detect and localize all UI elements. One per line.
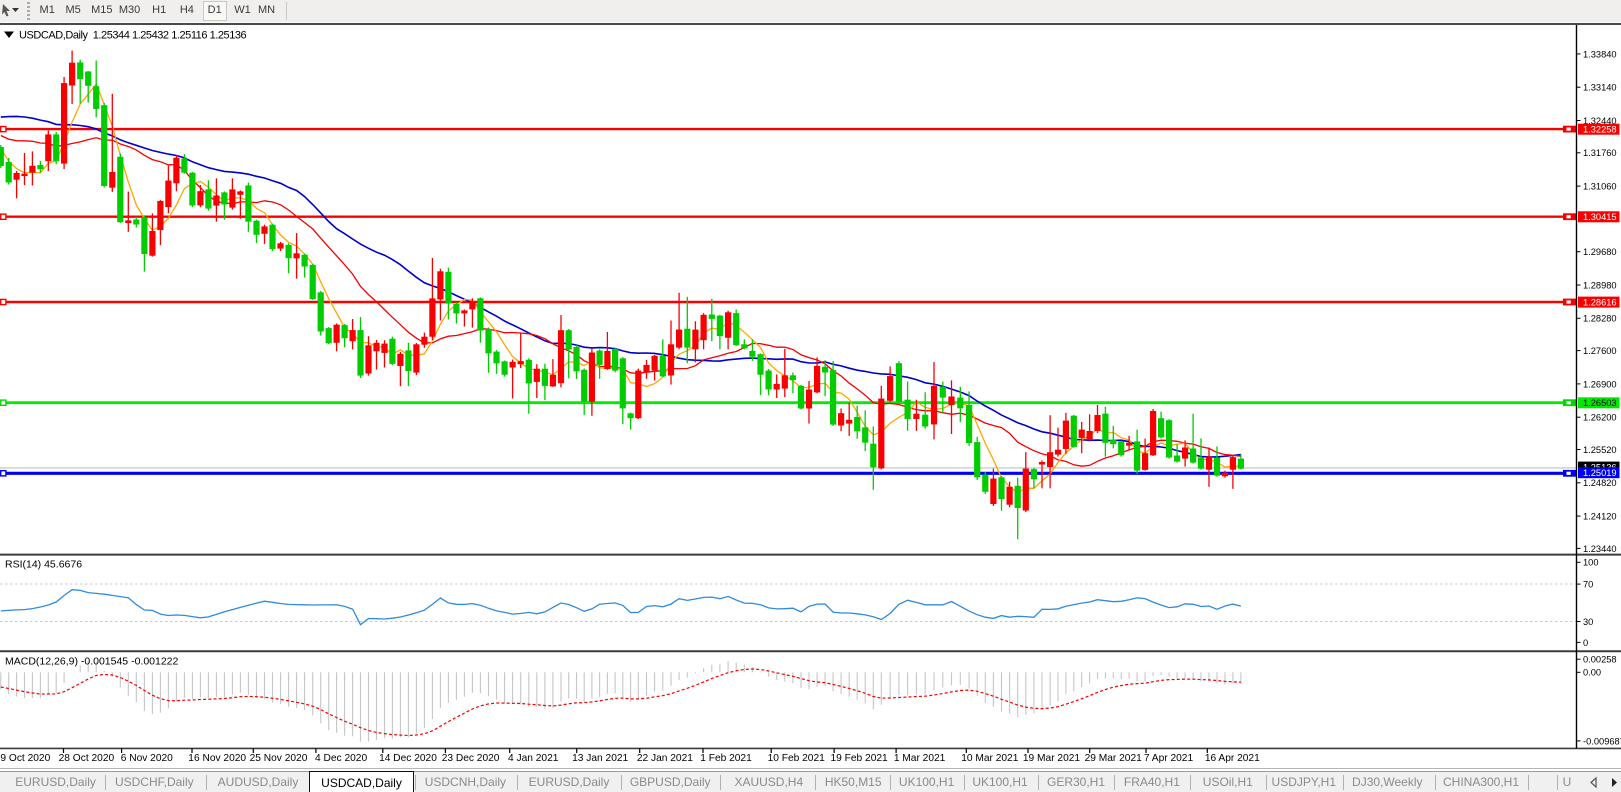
- svg-text:19 Mar 2021: 19 Mar 2021: [1023, 753, 1081, 764]
- svg-text:1.33140: 1.33140: [1583, 83, 1617, 93]
- svg-text:19 Feb 2021: 19 Feb 2021: [830, 753, 888, 764]
- svg-text:1.31060: 1.31060: [1583, 182, 1617, 192]
- svg-text:1.30415: 1.30415: [1583, 212, 1617, 222]
- svg-text:22 Jan 2021: 22 Jan 2021: [637, 753, 693, 764]
- svg-text:0: 0: [1583, 638, 1588, 648]
- svg-text:4 Dec 2020: 4 Dec 2020: [315, 753, 367, 764]
- svg-text:25 Nov 2020: 25 Nov 2020: [250, 753, 308, 764]
- svg-text:1.26900: 1.26900: [1583, 379, 1617, 389]
- svg-text:28 Oct 2020: 28 Oct 2020: [59, 753, 115, 764]
- svg-text:1.26200: 1.26200: [1583, 413, 1617, 423]
- svg-text:RSI(14) 45.6676: RSI(14) 45.6676: [5, 559, 82, 571]
- svg-text:7 Apr 2021: 7 Apr 2021: [1144, 753, 1194, 764]
- svg-text:100: 100: [1583, 558, 1599, 568]
- svg-text:16 Apr 2021: 16 Apr 2021: [1205, 753, 1260, 764]
- svg-text:23 Dec 2020: 23 Dec 2020: [442, 753, 500, 764]
- svg-text:1.31760: 1.31760: [1583, 148, 1617, 158]
- svg-text:1.24820: 1.24820: [1583, 478, 1617, 488]
- svg-text:USDCAD,Daily 1.25344 1.25432: USDCAD,Daily 1.25344 1.25432 1.25116 1.2…: [19, 30, 247, 42]
- svg-text:1.23440: 1.23440: [1583, 544, 1617, 554]
- svg-text:10 Mar 2021: 10 Mar 2021: [961, 753, 1019, 764]
- svg-text:1.28280: 1.28280: [1583, 314, 1617, 324]
- svg-text:0.00: 0.00: [1583, 668, 1601, 678]
- svg-text:30: 30: [1583, 617, 1593, 627]
- svg-text:1.28616: 1.28616: [1583, 297, 1617, 307]
- svg-text:10 Feb 2021: 10 Feb 2021: [768, 753, 826, 764]
- svg-text:1.26503: 1.26503: [1583, 398, 1617, 408]
- svg-text:14 Dec 2020: 14 Dec 2020: [379, 753, 437, 764]
- svg-text:1.32440: 1.32440: [1583, 116, 1617, 126]
- svg-text:1.33840: 1.33840: [1583, 49, 1617, 59]
- svg-text:0.00258: 0.00258: [1583, 655, 1617, 665]
- svg-text:1.27600: 1.27600: [1583, 346, 1617, 356]
- svg-text:19 Oct 2020: 19 Oct 2020: [0, 753, 51, 764]
- svg-text:6 Nov 2020: 6 Nov 2020: [121, 753, 173, 764]
- svg-text:1.32258: 1.32258: [1583, 125, 1617, 135]
- svg-text:13 Jan 2021: 13 Jan 2021: [572, 753, 628, 764]
- svg-text:70: 70: [1583, 580, 1593, 590]
- svg-text:1.25520: 1.25520: [1583, 445, 1617, 455]
- svg-text:1.24120: 1.24120: [1583, 512, 1617, 522]
- svg-text:1.25019: 1.25019: [1583, 468, 1617, 478]
- svg-text:-0.009687: -0.009687: [1583, 736, 1621, 746]
- svg-text:1 Feb 2021: 1 Feb 2021: [700, 753, 752, 764]
- svg-text:MACD(12,26,9) -0.001545 -0.001: MACD(12,26,9) -0.001545 -0.001222: [5, 656, 179, 668]
- svg-text:1.29680: 1.29680: [1583, 247, 1617, 257]
- svg-text:1.28980: 1.28980: [1583, 280, 1617, 290]
- svg-text:4 Jan 2021: 4 Jan 2021: [508, 753, 559, 764]
- svg-text:16 Nov 2020: 16 Nov 2020: [188, 753, 246, 764]
- svg-text:29 Mar 2021: 29 Mar 2021: [1085, 753, 1143, 764]
- svg-text:1 Mar 2021: 1 Mar 2021: [894, 753, 946, 764]
